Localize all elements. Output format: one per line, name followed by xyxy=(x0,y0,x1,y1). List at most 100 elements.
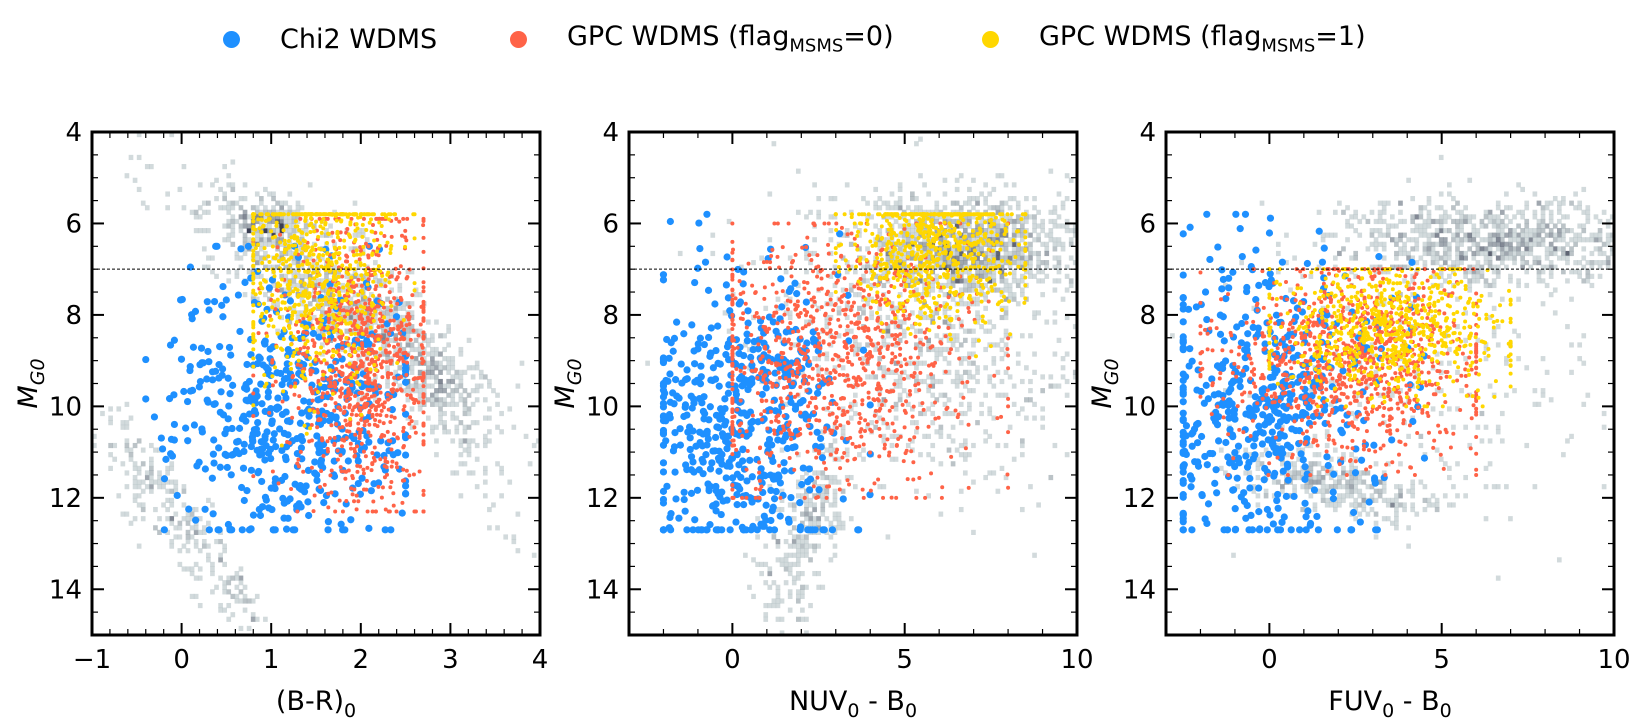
data-point xyxy=(383,277,388,282)
data-point xyxy=(245,526,254,534)
density-cell xyxy=(967,196,972,202)
data-point xyxy=(371,293,376,298)
density-cell xyxy=(983,182,988,188)
data-point xyxy=(373,230,378,235)
density-cell xyxy=(926,388,931,394)
data-point xyxy=(391,432,396,437)
density-cell xyxy=(495,392,500,398)
data-point xyxy=(295,461,300,466)
density-cell xyxy=(836,516,842,522)
density-cell xyxy=(971,342,976,348)
data-point xyxy=(354,413,359,418)
density-cell xyxy=(1089,255,1094,260)
density-cell xyxy=(340,287,346,293)
data-point xyxy=(401,351,406,356)
density-cell xyxy=(1040,278,1046,284)
data-point xyxy=(305,339,310,344)
density-cell xyxy=(1052,218,1058,225)
density-cell xyxy=(206,520,211,526)
data-point xyxy=(347,353,352,358)
density-cell xyxy=(905,278,911,284)
density-cell xyxy=(938,260,944,266)
density-cell xyxy=(92,433,97,439)
density-cell xyxy=(820,497,826,503)
density-cell xyxy=(787,607,793,613)
density-cell xyxy=(425,369,431,375)
density-cell xyxy=(206,228,211,234)
density-cell xyxy=(893,456,899,462)
density-cell xyxy=(425,365,431,371)
data-point xyxy=(241,278,249,287)
density-cell xyxy=(779,447,785,453)
density-cell xyxy=(1032,552,1037,558)
data-point xyxy=(326,288,331,293)
density-cell xyxy=(1003,282,1009,289)
density-cell xyxy=(938,429,944,435)
density-cell xyxy=(832,511,838,517)
density-cell xyxy=(795,543,801,549)
data-point xyxy=(275,297,280,302)
data-point xyxy=(303,376,308,381)
density-cell xyxy=(434,378,439,385)
density-cell xyxy=(800,474,805,481)
data-point xyxy=(270,469,275,474)
density-cell xyxy=(930,282,936,289)
density-cell xyxy=(983,196,988,202)
data-point xyxy=(311,326,316,331)
density-cell xyxy=(177,534,183,540)
data-point xyxy=(348,266,353,271)
density-cell xyxy=(877,356,883,362)
data-point xyxy=(309,221,314,226)
data-point xyxy=(311,258,316,263)
density-cell xyxy=(263,292,268,298)
density-cell xyxy=(421,388,427,394)
y-tick-label: 4 xyxy=(65,118,82,148)
data-point xyxy=(225,343,234,352)
data-point xyxy=(258,477,266,486)
data-point xyxy=(343,476,348,481)
density-cell xyxy=(413,337,419,343)
density-cell xyxy=(848,241,854,247)
density-cell xyxy=(971,301,976,307)
data-point xyxy=(395,388,400,393)
density-cell xyxy=(983,328,988,334)
data-point xyxy=(389,234,394,239)
density-cell xyxy=(185,529,191,535)
data-point xyxy=(372,445,377,450)
data-point xyxy=(201,505,209,513)
data-point xyxy=(389,274,394,279)
data-point xyxy=(363,401,368,406)
data-point xyxy=(299,251,304,256)
data-point xyxy=(324,338,329,343)
data-point xyxy=(238,483,246,492)
density-cell xyxy=(1056,278,1062,284)
density-cell xyxy=(828,442,834,449)
density-cell xyxy=(381,278,386,284)
density-cell xyxy=(1007,214,1013,220)
data-point xyxy=(216,408,224,416)
data-point xyxy=(262,256,267,261)
density-cell xyxy=(356,301,362,307)
density-cell xyxy=(140,479,146,485)
data-point xyxy=(316,378,321,383)
density-cell xyxy=(279,237,285,243)
data-point xyxy=(385,472,390,477)
density-cell xyxy=(373,273,378,279)
density-cell xyxy=(385,351,390,357)
density-cell xyxy=(279,218,285,225)
density-cell xyxy=(926,246,931,252)
density-cell xyxy=(425,415,431,421)
density-cell xyxy=(1036,250,1041,257)
density-cell xyxy=(800,548,805,554)
data-point xyxy=(292,233,297,238)
density-cell xyxy=(230,223,236,229)
density-cell xyxy=(242,292,248,298)
density-cell xyxy=(487,383,492,389)
density-cell xyxy=(1011,456,1017,462)
data-point xyxy=(370,480,378,488)
data-point xyxy=(224,374,232,382)
density-cell xyxy=(149,470,154,476)
data-point xyxy=(348,441,353,446)
density-cell xyxy=(877,260,883,266)
density-cell xyxy=(267,191,272,197)
